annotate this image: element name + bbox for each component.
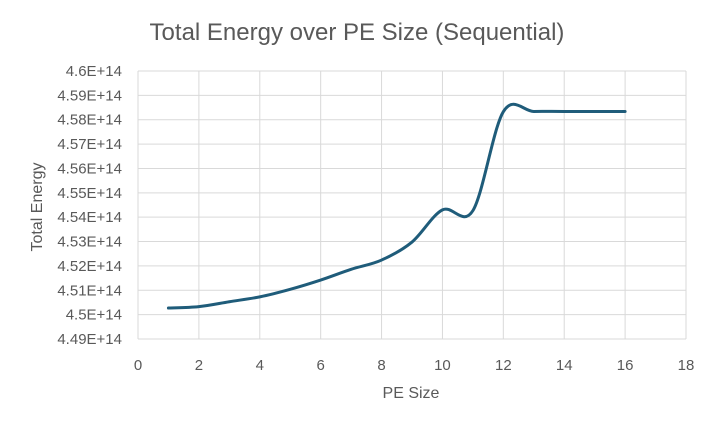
x-tick-label: 2 (195, 357, 203, 374)
y-tick-label: 4.53E+14 (57, 234, 122, 251)
x-tick-label: 8 (377, 357, 385, 374)
chart-title: Total Energy over PE Size (Sequential) (150, 19, 565, 46)
series-layer (166, 102, 627, 310)
y-tick-label: 4.59E+14 (57, 87, 122, 104)
y-tick-label: 4.56E+14 (57, 160, 122, 177)
x-axis-tick-labels: 0 2 4 6 8 10 12 14 16 18 (134, 357, 695, 374)
x-tick-label: 14 (556, 357, 573, 374)
x-tick-label: 18 (678, 357, 695, 374)
x-tick-label: 6 (316, 357, 324, 374)
y-tick-label: 4.51E+14 (57, 282, 122, 299)
y-axis-tick-labels: 4.49E+14 4.5E+14 4.51E+14 4.52E+14 4.53E+14 4… (57, 63, 122, 348)
x-tick-label: 12 (495, 357, 512, 374)
y-tick-label: 4.55E+14 (57, 185, 122, 202)
x-tick-label: 0 (134, 357, 142, 374)
y-tick-label: 4.58E+14 (57, 112, 122, 129)
gridlines (137, 70, 687, 340)
series-line-0 (166, 102, 627, 310)
y-tick-label: 4.6E+14 (66, 63, 122, 80)
y-tick-label: 4.57E+14 (57, 136, 122, 153)
x-tick-label: 10 (434, 357, 451, 374)
x-tick-label: 16 (617, 357, 634, 374)
y-tick-label: 4.54E+14 (57, 209, 122, 226)
x-axis-label: PE Size (383, 385, 440, 402)
y-tick-label: 4.5E+14 (66, 307, 122, 324)
x-tick-label: 4 (256, 357, 264, 374)
y-axis-label: Total Energy (29, 163, 46, 252)
y-tick-label: 4.49E+14 (57, 331, 122, 348)
y-tick-label: 4.52E+14 (57, 258, 122, 275)
